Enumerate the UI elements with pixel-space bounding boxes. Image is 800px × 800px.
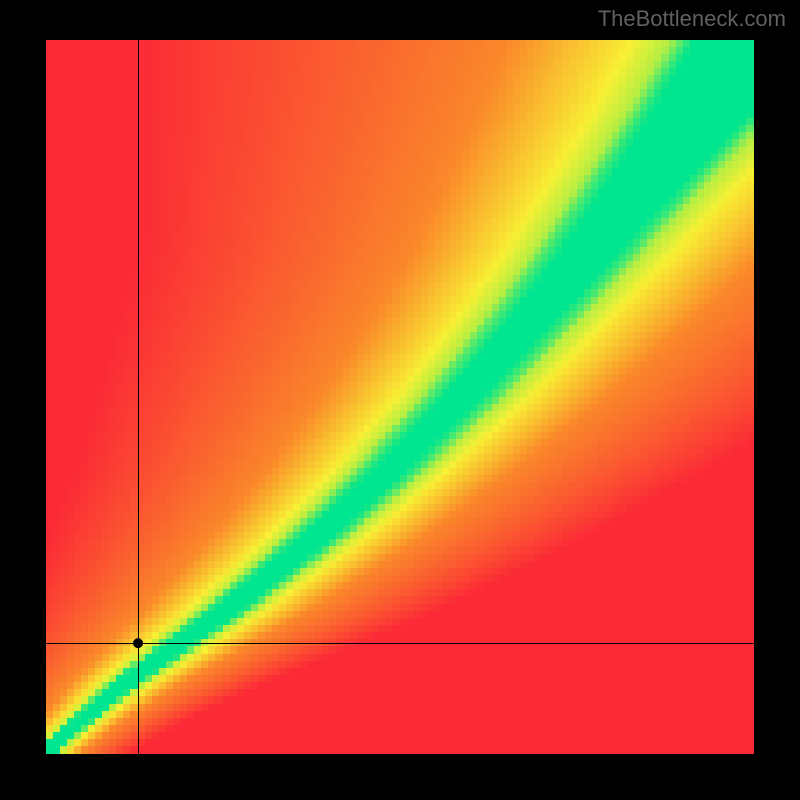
chart-container: TheBottleneck.com — [0, 0, 800, 800]
heatmap-canvas — [46, 40, 754, 754]
watermark-text: TheBottleneck.com — [598, 6, 786, 32]
heatmap-plot — [46, 40, 754, 754]
